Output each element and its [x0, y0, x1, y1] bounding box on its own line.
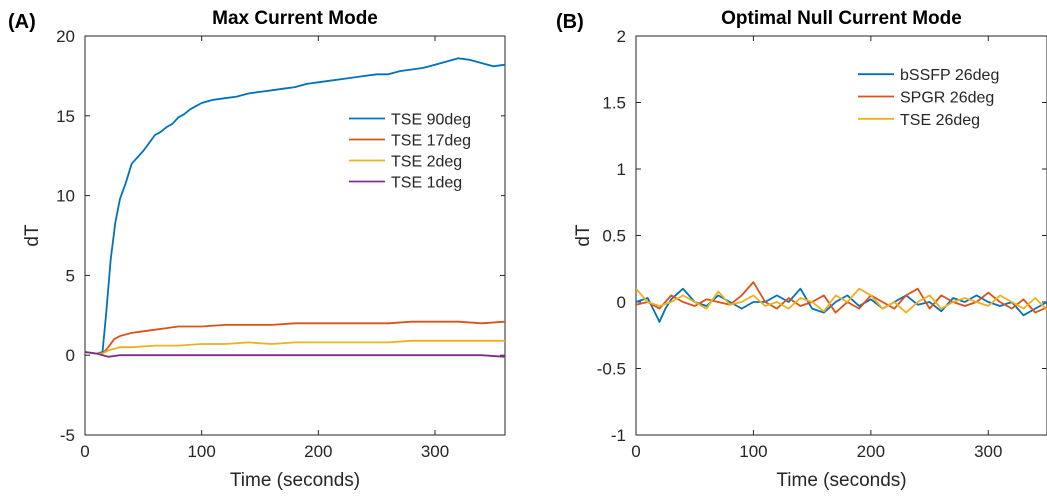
chart-title: Max Current Mode: [212, 8, 378, 29]
chart-title: Optimal Null Current Mode: [721, 8, 962, 29]
panel-label: (B): [556, 11, 584, 33]
y-axis-label: dT: [22, 224, 43, 247]
y-tick-label: 10: [56, 187, 75, 206]
series-line-tse-2deg: [85, 339, 505, 355]
x-tick-label: 0: [631, 442, 640, 461]
y-tick-label: 0: [66, 346, 75, 365]
y-tick-label: 15: [56, 107, 75, 126]
y-tick-label: -5: [60, 426, 75, 445]
series-line-tse-26deg: [636, 287, 1047, 314]
x-tick-label: 100: [739, 442, 767, 461]
legend-entry: TSE 2deg: [391, 154, 462, 171]
panel-label: (A): [8, 11, 36, 33]
series-line-spgr-26deg: [636, 281, 1047, 314]
legend-entry: TSE 26deg: [900, 112, 980, 129]
legend: TSE 90deg TSE 17deg TSE 2deg TSE 1deg: [343, 103, 501, 197]
panel-b: -1 -0.5 0 0.5 1 1.5 2 0 100 200 300 Time (seconds) d…: [556, 8, 1047, 491]
y-tick-label: 20: [56, 27, 75, 46]
y-tick-label: 1.5: [602, 94, 626, 113]
x-tick-label: 200: [304, 442, 332, 461]
x-tick-label: 300: [974, 442, 1002, 461]
series-line-tse-90deg: [85, 57, 505, 355]
x-tick-label: 0: [80, 442, 89, 461]
legend-entry: TSE 17deg: [391, 133, 471, 150]
x-tick-label: 300: [421, 442, 449, 461]
y-tick-label: 1: [617, 160, 626, 179]
legend-entry: TSE 1deg: [391, 175, 462, 192]
x-tick-label: 100: [187, 442, 215, 461]
legend-entry: SPGR 26deg: [900, 90, 994, 107]
x-tick-label: 200: [857, 442, 885, 461]
legend-entry: bSSFP 26deg: [900, 67, 999, 84]
legend-entry: TSE 90deg: [391, 112, 471, 129]
y-tick-label: -0.5: [597, 360, 626, 379]
y-tick-label: 0: [617, 293, 626, 312]
plot-area: [84, 35, 506, 436]
legend: bSSFP 26deg SPGR 26deg TSE 26deg: [852, 58, 1014, 135]
y-tick-label: -1: [611, 426, 626, 445]
x-axis-label: Time (seconds): [230, 470, 360, 491]
y-tick-label: 5: [66, 266, 75, 285]
y-tick-label: 2: [617, 27, 626, 46]
x-axis-label: Time (seconds): [776, 470, 906, 491]
series-line-tse-1deg: [85, 351, 505, 358]
series-line-tse-17deg: [85, 320, 505, 355]
y-tick-label: 0.5: [602, 227, 626, 246]
y-axis-label: dT: [573, 224, 594, 247]
